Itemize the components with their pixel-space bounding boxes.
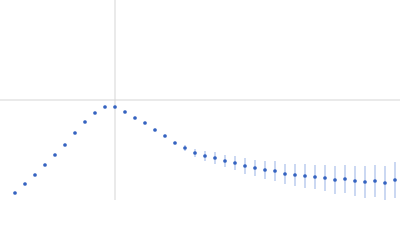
- data-point: [193, 151, 197, 155]
- data-point: [153, 128, 157, 132]
- data-point: [73, 131, 77, 135]
- data-point: [363, 180, 367, 184]
- data-point: [233, 161, 237, 165]
- data-point: [323, 176, 327, 180]
- data-point: [113, 105, 117, 109]
- data-point: [203, 154, 207, 158]
- data-point: [183, 146, 187, 150]
- data-point: [373, 179, 377, 183]
- data-point: [133, 116, 137, 120]
- data-point: [23, 182, 27, 186]
- data-point: [93, 111, 97, 115]
- data-point: [273, 169, 277, 173]
- data-point: [173, 141, 177, 145]
- data-point: [303, 174, 307, 178]
- data-point: [383, 181, 387, 185]
- data-point: [263, 168, 267, 172]
- data-point: [293, 173, 297, 177]
- data-point: [243, 164, 247, 168]
- data-point: [143, 121, 147, 125]
- data-point: [13, 191, 17, 195]
- data-point: [313, 175, 317, 179]
- data-point: [123, 110, 127, 114]
- data-point: [253, 166, 257, 170]
- data-point: [63, 143, 67, 147]
- data-point: [213, 156, 217, 160]
- data-point: [163, 134, 167, 138]
- data-point: [43, 163, 47, 167]
- data-point: [223, 159, 227, 163]
- data-point: [103, 105, 107, 109]
- data-point: [83, 120, 87, 124]
- data-point: [33, 173, 37, 177]
- data-point: [53, 153, 57, 157]
- data-point: [393, 178, 397, 182]
- data-point: [353, 179, 357, 183]
- data-point: [333, 178, 337, 182]
- data-point: [343, 177, 347, 181]
- data-point: [283, 172, 287, 176]
- chart: [0, 0, 400, 200]
